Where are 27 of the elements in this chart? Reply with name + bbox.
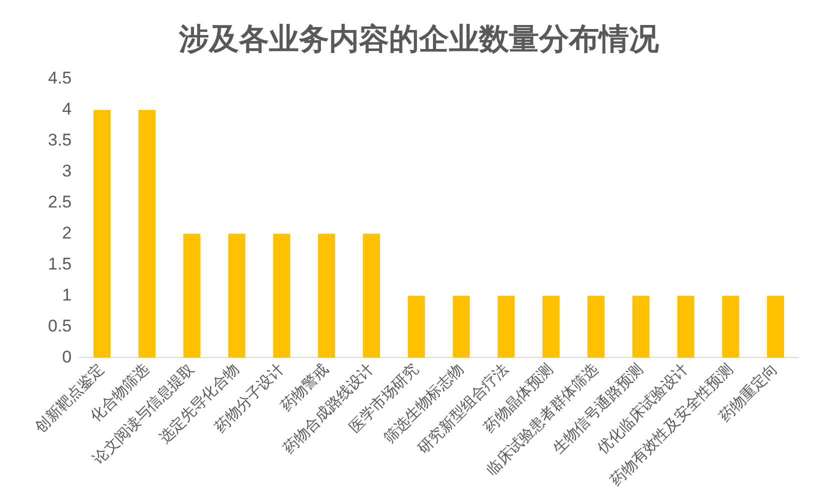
bar: [362, 234, 380, 358]
y-tick-label: 2: [62, 223, 72, 242]
y-tick-label: 0: [62, 347, 72, 366]
bar: [228, 234, 246, 358]
bar: [498, 296, 515, 358]
y-tick-label: 1: [62, 285, 72, 304]
y-tick-label: 0.5: [48, 316, 72, 336]
bar: [632, 296, 650, 358]
bar: [677, 296, 694, 358]
bar: [767, 296, 784, 358]
y-tick-label: 3.5: [48, 130, 72, 150]
bar: [273, 234, 290, 358]
y-tick-label: 1.5: [48, 254, 72, 274]
bar: [94, 110, 111, 358]
bar: [138, 110, 156, 358]
bar: [183, 234, 200, 358]
bar: [722, 296, 740, 358]
bar: [408, 296, 425, 358]
bar: [452, 296, 470, 358]
bar: [542, 296, 560, 358]
bar: [587, 296, 604, 358]
bar: [318, 234, 336, 358]
y-tick-label: 4.5: [48, 68, 72, 88]
y-tick-label: 2.5: [48, 192, 72, 212]
chart-title: 涉及各业务内容的企业数量分布情况: [178, 22, 660, 57]
y-tick-label: 3: [62, 162, 72, 181]
y-tick-label: 4: [62, 100, 72, 119]
